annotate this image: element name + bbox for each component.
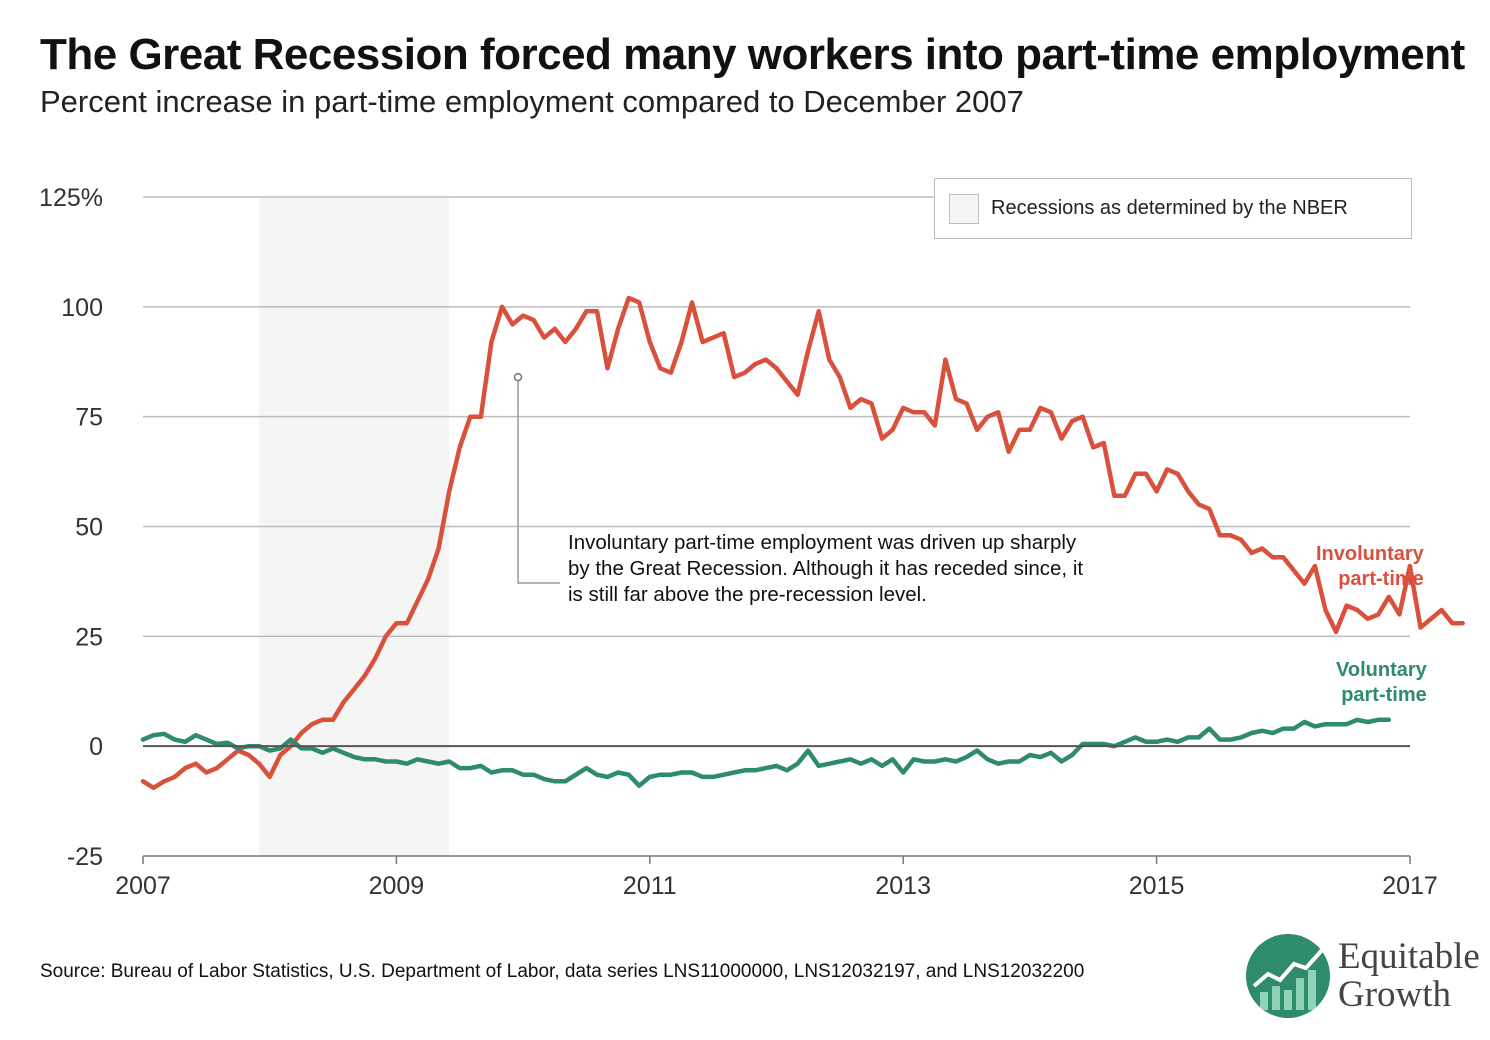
y-tick-label: -25 (67, 843, 103, 871)
x-tick-label: 2007 (115, 872, 171, 900)
voluntary-series-label: Voluntary part-time (1336, 658, 1427, 708)
y-tick-label: 125% (39, 184, 103, 212)
source-note: Source: Bureau of Labor Statistics, U.S.… (40, 961, 1085, 982)
x-tick-label: 2017 (1382, 872, 1438, 900)
recession-legend-swatch (949, 193, 979, 224)
chart-subtitle: Percent increase in part-time employment… (40, 84, 1024, 119)
x-tick-label: 2009 (369, 872, 425, 900)
involuntary-series-line (140, 295, 1465, 791)
growth-chart-icon (1246, 934, 1330, 1018)
involuntary-label-line2: part-time (1338, 568, 1424, 590)
annotation-leader-line (517, 377, 560, 584)
y-tick-label: 25 (75, 623, 103, 651)
chart-title: The Great Recession forced many workers … (40, 30, 1465, 79)
logo-line1: Equitable (1338, 936, 1480, 977)
voluntary-label-line1: Voluntary (1336, 659, 1427, 681)
annotation-marker (513, 372, 523, 382)
logo-line2: Growth (1338, 974, 1452, 1015)
y-tick-label: 75 (75, 404, 103, 432)
x-tick-label: 2015 (1129, 872, 1185, 900)
equitable-growth-logo: Equitable Growth (1246, 934, 1486, 1024)
involuntary-series-label: Involuntary part-time (1316, 542, 1424, 592)
voluntary-series-line (140, 717, 1392, 788)
voluntary-label-line2: part-time (1341, 684, 1427, 706)
x-tick-label: 2011 (623, 872, 677, 900)
chart-legend: Recessions as determined by the NBER (934, 178, 1412, 239)
involuntary-label-line1: Involuntary (1316, 543, 1424, 565)
involuntary-annotation: Involuntary part-time employment was dri… (568, 531, 1084, 606)
y-tick-label: 0 (89, 733, 103, 761)
y-tick-label: 100 (61, 294, 103, 322)
logo-wordmark: Equitable Growth (1338, 938, 1480, 1014)
x-tick-label: 2013 (875, 872, 931, 900)
y-tick-label: 50 (75, 514, 103, 542)
recession-legend-label: Recessions as determined by the NBER (991, 197, 1348, 219)
